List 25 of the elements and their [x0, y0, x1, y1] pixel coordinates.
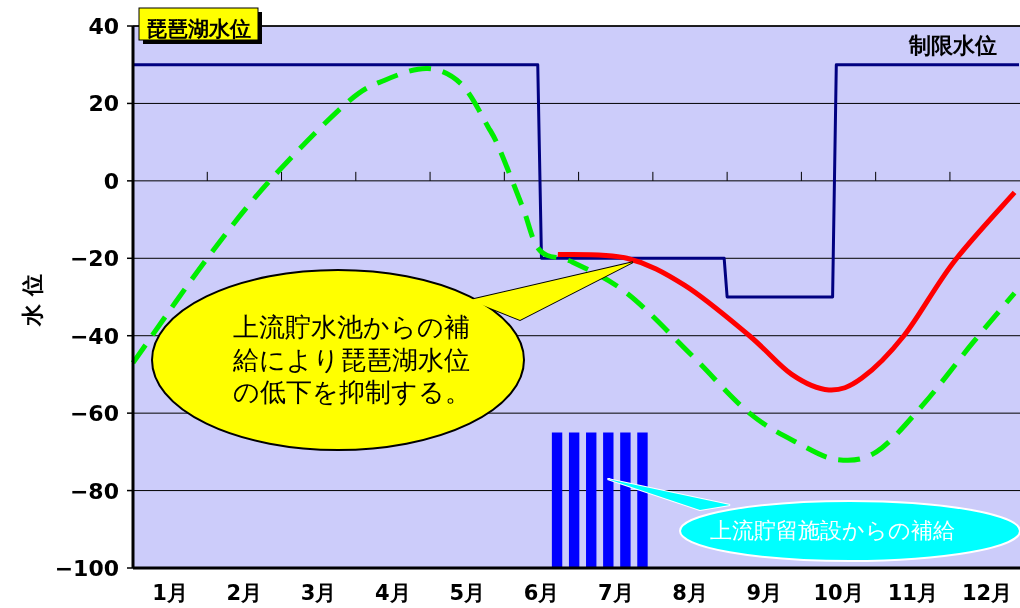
y-tick-label: 0	[103, 168, 119, 194]
y-tick-label: 40	[88, 14, 119, 39]
y-tick-label: −20	[69, 246, 119, 272]
x-tick-label: 1月	[152, 581, 188, 605]
x-tick-label: 3月	[300, 581, 337, 605]
x-tick-label: 9月	[746, 581, 783, 605]
x-tick-label: 2月	[226, 581, 263, 605]
y-tick-label: −60	[69, 401, 119, 427]
x-tick-label: 10月	[813, 581, 864, 605]
y-tick-label: −80	[69, 478, 119, 504]
x-tick-label: 4月	[375, 581, 411, 605]
series-label: 制限水位	[908, 32, 997, 58]
y-tick-label: 20	[88, 91, 119, 117]
y-axis-title: 水 位	[20, 274, 45, 327]
x-tick-label: 6月	[523, 581, 560, 605]
x-tick-label: 8月	[672, 581, 708, 605]
x-tick-label: 7月	[597, 581, 634, 605]
annotation: 上流貯留施設からの補給	[710, 517, 955, 545]
y-tick-label: −100	[54, 556, 119, 581]
chart-title: 琵琶湖水位	[146, 17, 251, 41]
y-tick-label: −40	[69, 323, 119, 349]
x-tick-label: 5月	[449, 581, 486, 605]
x-tick-label: 12月	[961, 581, 1013, 605]
annotation: 上流貯水池からの補給により琵琶湖水位の低下を抑制する。	[233, 311, 472, 409]
x-tick-label: 11月	[887, 581, 938, 605]
